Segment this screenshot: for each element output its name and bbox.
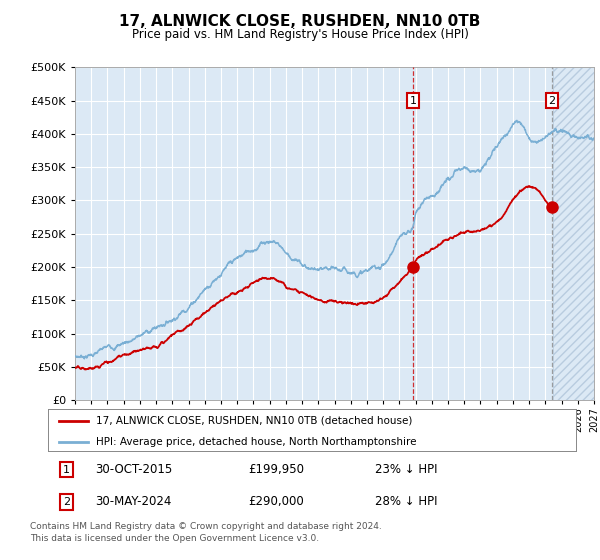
Text: 28% ↓ HPI: 28% ↓ HPI xyxy=(376,496,438,508)
Text: £199,950: £199,950 xyxy=(248,463,305,476)
Text: HPI: Average price, detached house, North Northamptonshire: HPI: Average price, detached house, Nort… xyxy=(95,437,416,446)
Text: 1: 1 xyxy=(63,465,70,475)
Text: 17, ALNWICK CLOSE, RUSHDEN, NN10 0TB (detached house): 17, ALNWICK CLOSE, RUSHDEN, NN10 0TB (de… xyxy=(95,416,412,426)
Text: 17, ALNWICK CLOSE, RUSHDEN, NN10 0TB: 17, ALNWICK CLOSE, RUSHDEN, NN10 0TB xyxy=(119,14,481,29)
Text: Price paid vs. HM Land Registry's House Price Index (HPI): Price paid vs. HM Land Registry's House … xyxy=(131,28,469,41)
Text: Contains HM Land Registry data © Crown copyright and database right 2024.
This d: Contains HM Land Registry data © Crown c… xyxy=(30,522,382,543)
Text: 30-MAY-2024: 30-MAY-2024 xyxy=(95,496,172,508)
Text: £290,000: £290,000 xyxy=(248,496,304,508)
Text: 2: 2 xyxy=(63,497,70,507)
Text: 23% ↓ HPI: 23% ↓ HPI xyxy=(376,463,438,476)
Text: 1: 1 xyxy=(409,96,416,105)
Text: 30-OCT-2015: 30-OCT-2015 xyxy=(95,463,173,476)
Text: 2: 2 xyxy=(548,96,556,105)
